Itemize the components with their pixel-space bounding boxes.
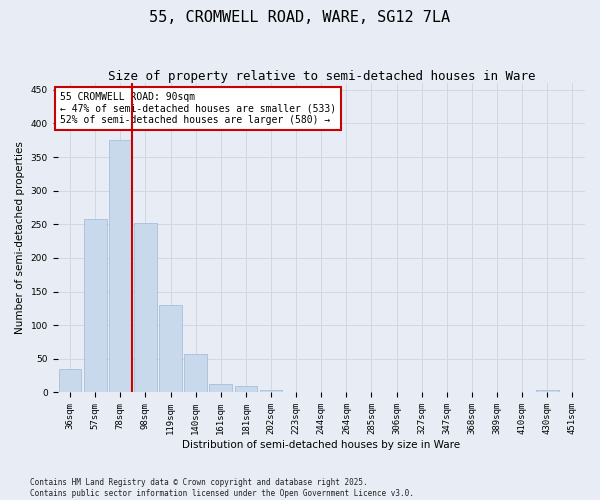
Text: 55 CROMWELL ROAD: 90sqm
← 47% of semi-detached houses are smaller (533)
52% of s: 55 CROMWELL ROAD: 90sqm ← 47% of semi-de… [60, 92, 336, 126]
Bar [134, 223, 157, 392]
Bar [84, 219, 107, 392]
Bar [59, 369, 82, 392]
Text: Contains HM Land Registry data © Crown copyright and database right 2025.
Contai: Contains HM Land Registry data © Crown c… [30, 478, 414, 498]
Bar [235, 386, 257, 392]
Bar [209, 384, 232, 392]
Y-axis label: Number of semi-detached properties: Number of semi-detached properties [15, 142, 25, 334]
Bar [109, 140, 131, 392]
Bar [159, 305, 182, 392]
Bar [260, 390, 283, 392]
Text: 55, CROMWELL ROAD, WARE, SG12 7LA: 55, CROMWELL ROAD, WARE, SG12 7LA [149, 10, 451, 25]
Bar [184, 354, 207, 393]
X-axis label: Distribution of semi-detached houses by size in Ware: Distribution of semi-detached houses by … [182, 440, 460, 450]
Bar [536, 390, 559, 392]
Title: Size of property relative to semi-detached houses in Ware: Size of property relative to semi-detach… [107, 70, 535, 83]
